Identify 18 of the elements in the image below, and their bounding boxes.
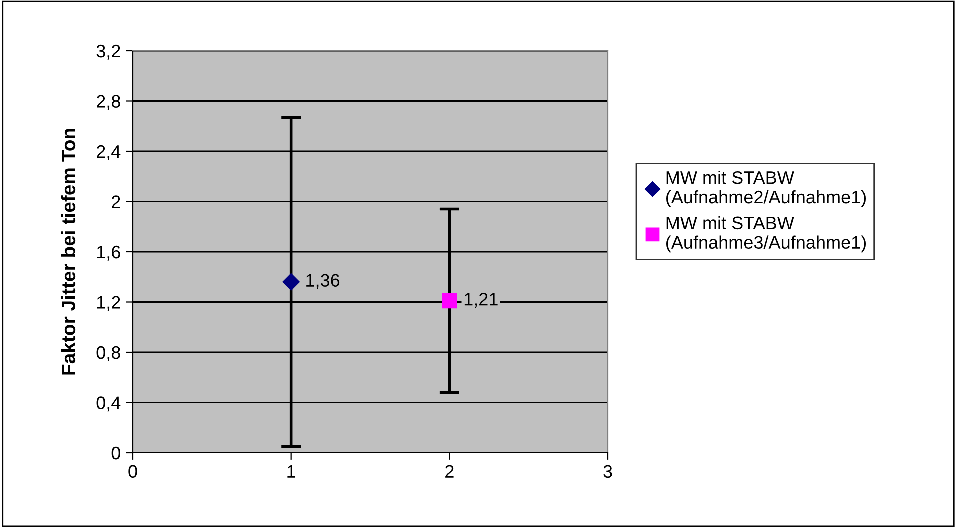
x-tick-label: 3 xyxy=(604,465,612,478)
y-tick-label: 1,6 xyxy=(97,246,120,261)
y-tick-label: 0 xyxy=(112,446,120,460)
x-tick-label: 0 xyxy=(128,465,138,478)
x-tick-label: 1 xyxy=(288,465,296,478)
legend-label: MW mit STABW (Aufnahme2/Aufnahme1) xyxy=(666,171,866,208)
legend-label: MW mit STABW (Aufnahme3/Aufnahme1) xyxy=(666,216,866,253)
data-label: 1,36 xyxy=(306,274,340,290)
y-tick-label: 3,2 xyxy=(96,44,120,60)
data-label: 1,21 xyxy=(464,293,498,308)
y-tick-label: 0,4 xyxy=(96,396,121,412)
y-tick-label: 2,4 xyxy=(97,145,121,160)
y-tick-label: 1,2 xyxy=(97,296,120,312)
y-tick-label: 0,8 xyxy=(96,346,120,362)
x-tick-label: 2 xyxy=(446,465,454,478)
y-tick-label: 2,8 xyxy=(97,95,120,110)
y-tick-label: 2 xyxy=(112,196,120,208)
y-axis-title: Faktor Jitter bei tiefem Ton xyxy=(61,129,76,375)
